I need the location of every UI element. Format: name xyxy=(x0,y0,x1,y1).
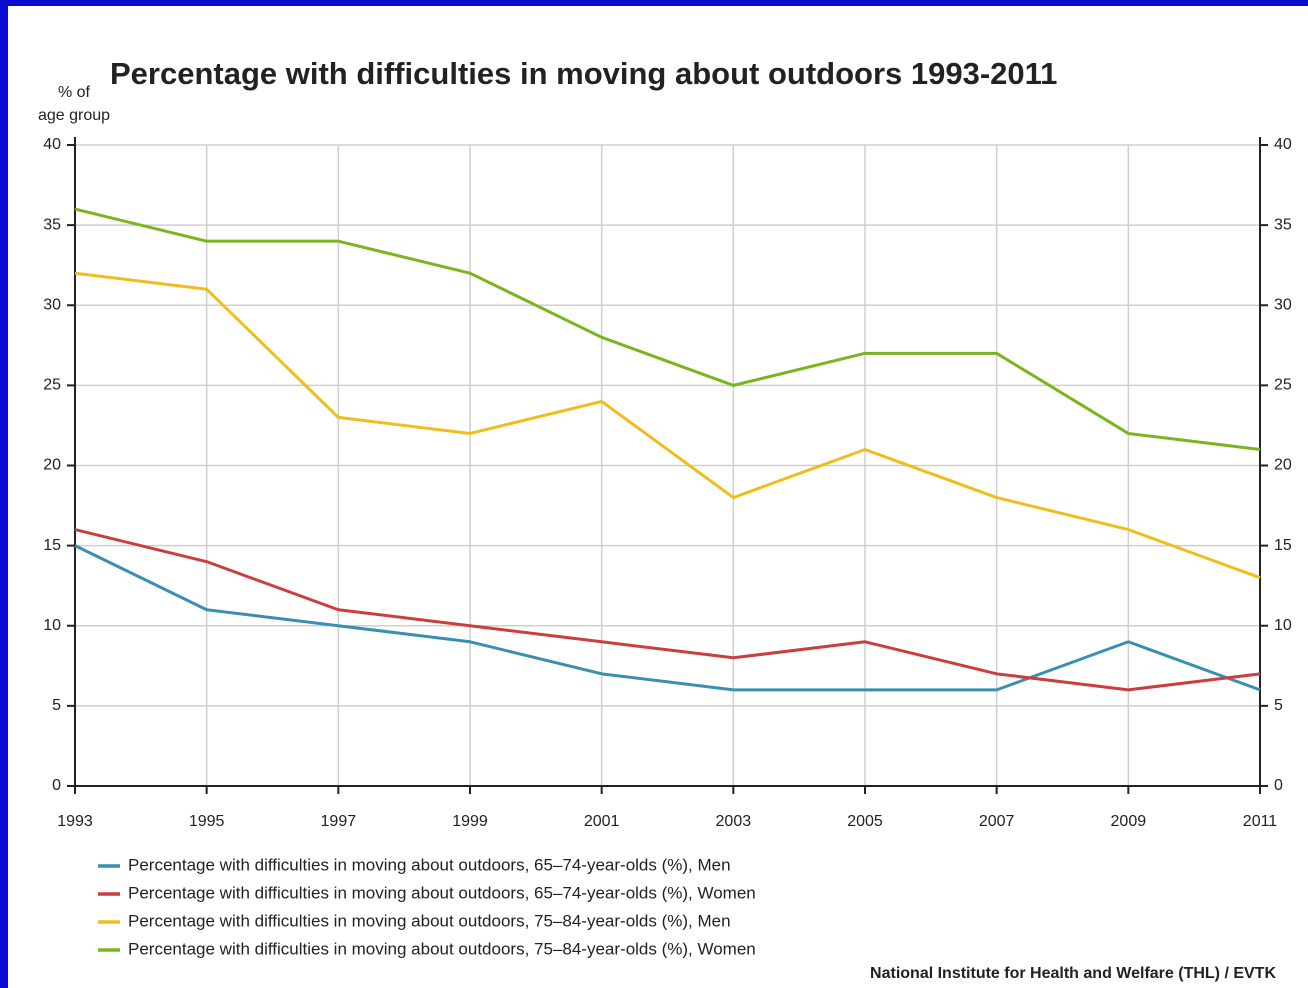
y-tick-label: 0 xyxy=(52,777,61,794)
y-tick-label: 30 xyxy=(43,296,61,313)
y2-tick-label: 35 xyxy=(1274,216,1292,233)
y2-tick-label: 20 xyxy=(1274,457,1292,474)
x-tick-label: 2011 xyxy=(1243,813,1278,830)
x-tick-label: 1999 xyxy=(452,813,488,830)
x-tick-label: 1997 xyxy=(321,813,357,830)
series-line xyxy=(74,544,1261,692)
y2-tick-label: 10 xyxy=(1274,617,1292,634)
y2-tick-label: 5 xyxy=(1274,697,1283,714)
x-tick-label: 2007 xyxy=(979,813,1015,830)
y-tick-label: 10 xyxy=(43,617,61,634)
y-tick-label: 15 xyxy=(43,537,61,554)
legend-label: Percentage with difficulties in moving a… xyxy=(128,911,731,930)
y-tick-label: 25 xyxy=(43,377,61,394)
legend-label: Percentage with difficulties in moving a… xyxy=(128,855,731,874)
chart: Percentage with difficulties in moving a… xyxy=(8,6,1308,988)
legend-label: Percentage with difficulties in moving a… xyxy=(128,883,756,902)
y-axis-label: age group xyxy=(38,107,110,124)
series-line xyxy=(74,207,1261,451)
x-tick-label: 2001 xyxy=(584,813,620,830)
y2-tick-label: 15 xyxy=(1274,537,1292,554)
chart-title: Percentage with difficulties in moving a… xyxy=(110,56,1057,91)
x-tick-label: 1993 xyxy=(57,813,93,830)
x-tick-label: 2009 xyxy=(1111,813,1147,830)
series-line xyxy=(74,271,1261,580)
y-axis-label: % of xyxy=(58,84,91,101)
y2-tick-label: 40 xyxy=(1274,136,1292,153)
y2-tick-label: 25 xyxy=(1274,377,1292,394)
y2-tick-label: 30 xyxy=(1274,296,1292,313)
y-tick-label: 20 xyxy=(43,457,61,474)
x-tick-label: 2005 xyxy=(847,813,883,830)
legend-label: Percentage with difficulties in moving a… xyxy=(128,939,756,958)
y2-tick-label: 0 xyxy=(1274,777,1283,794)
series-line xyxy=(74,528,1261,692)
y-tick-label: 40 xyxy=(43,136,61,153)
source: National Institute for Health and Welfar… xyxy=(870,965,1276,982)
y-tick-label: 35 xyxy=(43,216,61,233)
x-tick-label: 2003 xyxy=(716,813,752,830)
y-tick-label: 5 xyxy=(52,697,61,714)
x-tick-label: 1995 xyxy=(189,813,225,830)
